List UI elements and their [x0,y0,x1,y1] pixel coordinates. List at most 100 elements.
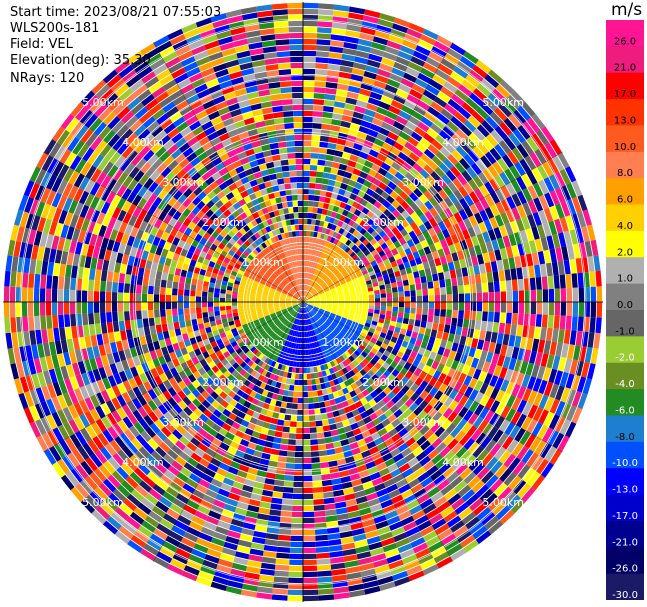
ppi-gate [366,188,375,197]
ppi-gate [137,327,145,337]
ppi-gate [378,181,388,191]
ppi-gate [81,290,88,302]
ppi-gate [512,128,526,144]
ppi-gate [45,302,52,316]
ppi-gate [303,56,316,63]
ppi-gate [374,298,381,302]
ppi-gate [335,144,345,152]
ppi-gate [323,221,329,228]
ppi-gate [137,267,145,277]
ppi-gate [153,302,160,310]
ppi-gate [274,479,285,487]
ppi-gate [53,262,60,277]
ppi-gate [310,249,315,255]
ppi-gate [448,244,457,254]
ppi-gate [548,220,558,236]
ppi-gate [231,302,238,306]
ppi-gate [303,140,312,147]
ppi-gate [344,140,355,148]
ppi-gate [359,228,367,236]
ppi-gate [474,274,482,284]
ppi-gate [472,128,486,142]
ppi-gate [118,282,124,293]
ppi-gate [308,200,314,207]
ppi-gate [511,244,520,258]
ppi-gate [177,302,184,309]
ppi-gate [335,213,342,220]
ppi-gate [65,264,72,278]
ppi-gate [401,242,410,251]
ppi-gate [321,117,332,125]
ppi-gate [407,61,423,73]
ppi-gate [316,552,330,559]
ppi-gate [485,115,499,130]
ppi-gate [343,146,353,154]
ppi-gate [419,168,430,179]
ppi-gate [332,292,338,296]
ppi-gate [401,274,408,281]
ppi-gate [432,322,439,331]
ppi-gate [536,289,543,302]
ppi-gate [313,396,319,403]
ppi-gate [397,181,407,191]
ppi-gate [391,287,398,293]
ppi-gate [308,299,314,301]
ppi-gate [455,145,468,158]
ppi-gate [321,473,331,481]
ppi-gate [496,333,504,345]
ppi-gate [519,158,531,173]
ppi-gate [340,280,347,285]
ppi-gate [420,67,435,79]
ppi-gate [315,263,320,270]
ppi-gate [143,326,151,336]
ppi-gate [310,439,318,445]
ppi-gate [337,274,343,280]
ppi-gate [405,157,416,167]
ppi-gate [355,50,370,59]
ppi-gate [559,274,566,289]
ppi-gate [375,272,383,278]
ppi-gate [362,238,370,246]
ppi-gate [312,123,322,129]
ppi-gate [464,206,474,218]
ppi-gate [409,192,419,202]
ppi-gate [431,139,443,151]
ppi-gate [308,189,315,195]
ppi-gate [94,323,102,335]
ppi-gate [375,226,383,234]
ppi-gate [432,273,439,282]
ppi-gate [310,280,314,286]
ppi-gate [352,237,359,244]
ppi-gate [447,137,460,150]
ppi-gate [459,335,467,346]
ppi-gate [335,272,342,278]
ppi-gate [388,256,396,263]
ppi-gate [463,154,475,167]
ppi-gate [308,273,311,279]
ppi-gate [334,101,346,109]
ppi-gate [303,44,317,51]
ppi-gate [328,545,343,552]
ppi-gate [317,438,326,445]
ppi-gate [237,295,244,299]
ppi-gate [404,307,411,314]
ppi-gate [437,113,450,125]
ppi-gate [405,215,414,225]
ppi-gate [447,48,463,61]
ppi-gate [363,249,371,257]
ppi-gate [316,165,325,172]
ppi-gate [309,183,316,189]
ppi-gate [298,391,303,398]
ppi-gate [355,232,363,240]
ppi-gate [479,197,490,210]
ppi-gate [397,286,404,292]
ppi-gate [432,224,442,234]
ppi-gate [467,226,476,238]
ppi-gate [433,118,446,130]
ppi-gate [404,141,416,152]
ppi-gate [394,171,405,181]
ppi-gate [106,322,114,333]
ppi-gate [112,272,120,283]
ppi-gate [390,99,404,110]
ppi-gate [303,403,309,410]
